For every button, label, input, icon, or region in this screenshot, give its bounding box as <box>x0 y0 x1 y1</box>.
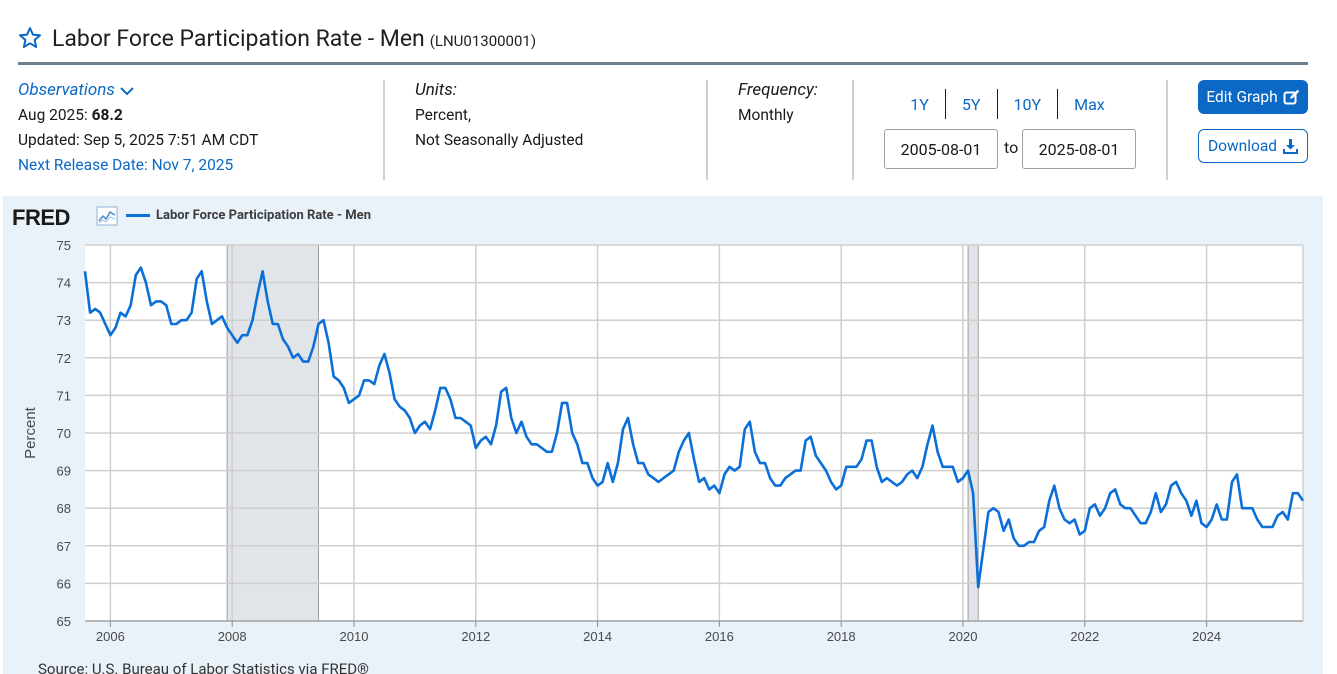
frequency-value: Monthly <box>738 106 794 124</box>
updated-text: Updated: Sep 5, 2025 7:51 AM CDT <box>18 131 259 149</box>
y-tick-label: 73 <box>57 313 71 328</box>
y-tick-label: 71 <box>57 388 71 403</box>
observations-label: Observations <box>18 80 115 100</box>
download-icon <box>1283 139 1298 154</box>
legend-label: Labor Force Participation Rate - Men <box>156 208 371 223</box>
x-tick-label: 2016 <box>705 629 734 644</box>
units-line1: Percent, <box>415 106 472 124</box>
chevron-down-icon <box>120 86 134 95</box>
frequency-label: Frequency: <box>738 80 818 100</box>
range-5y-button[interactable]: 5Y <box>961 94 981 114</box>
to-label: to <box>1004 138 1019 157</box>
source-text: Source: U.S. Bureau of Labor Statistics … <box>38 660 369 674</box>
range-buttons: 1Y 5Y 10Y Max <box>880 89 1135 119</box>
units-line2: Not Seasonally Adjusted <box>415 131 584 149</box>
column-divider <box>383 80 385 180</box>
x-tick-label: 2014 <box>583 629 612 644</box>
download-button[interactable]: Download <box>1198 129 1308 163</box>
range-divider <box>1057 89 1059 119</box>
y-tick-label: 75 <box>57 238 71 253</box>
y-tick-label: 69 <box>57 464 71 479</box>
latest-date: Aug 2025: <box>18 106 88 124</box>
column-divider <box>706 80 708 180</box>
y-tick-label: 67 <box>57 539 71 554</box>
column-divider <box>1166 80 1168 180</box>
x-tick-label: 2020 <box>949 629 978 644</box>
latest-observation: Aug 2025: 68.2 <box>18 103 258 128</box>
y-tick-label: 65 <box>57 614 71 629</box>
x-tick-label: 2012 <box>461 629 490 644</box>
y-tick-label: 66 <box>57 576 71 591</box>
edit-icon <box>1283 89 1299 104</box>
title-divider <box>18 62 1308 65</box>
units-panel: Units: Percent, Not Seasonally Adjusted <box>415 78 583 153</box>
range-10y-button[interactable]: 10Y <box>1013 94 1042 114</box>
next-release-link[interactable]: Next Release Date: Nov 7, 2025 <box>18 156 234 174</box>
start-date-input[interactable]: 2005-08-01 <box>884 129 998 169</box>
star-icon[interactable] <box>18 26 42 50</box>
series-id: (LNU01300001) <box>429 32 537 50</box>
x-tick-label: 2024 <box>1192 629 1221 644</box>
range-1y-button[interactable]: 1Y <box>910 94 929 114</box>
x-tick-label: 2008 <box>218 629 247 644</box>
y-tick-label: 72 <box>57 351 71 366</box>
legend-swatch <box>126 214 150 217</box>
series-line[interactable] <box>83 266 1305 589</box>
fred-logo[interactable]: FRED <box>12 205 70 231</box>
title-row: Labor Force Participation Rate - Men (LN… <box>18 22 536 52</box>
edit-graph-button[interactable]: Edit Graph <box>1198 80 1308 114</box>
fred-logo-text: FRED <box>12 205 70 230</box>
x-tick-label: 2022 <box>1070 629 1099 644</box>
range-divider <box>944 89 946 119</box>
end-date-input[interactable]: 2025-08-01 <box>1022 129 1136 169</box>
frequency-panel: Frequency: Monthly <box>738 78 818 128</box>
y-axis-label: Percent <box>22 406 39 459</box>
x-tick-label: 2018 <box>827 629 856 644</box>
y-tick-label: 74 <box>57 276 71 291</box>
units-label: Units: <box>415 80 457 100</box>
column-divider <box>852 80 854 180</box>
y-tick-label: 70 <box>57 426 71 441</box>
edit-graph-label: Edit Graph <box>1206 88 1278 106</box>
chart-legend: Labor Force Participation Rate - Men <box>126 208 371 223</box>
trend-icon <box>96 206 118 226</box>
latest-value: 68.2 <box>91 106 123 124</box>
observations-panel: Observations Aug 2025: 68.2 Updated: Sep… <box>18 78 258 178</box>
range-max-button[interactable]: Max <box>1074 94 1105 114</box>
x-tick-label: 2010 <box>340 629 369 644</box>
observations-dropdown[interactable]: Observations <box>18 78 258 103</box>
page-title: Labor Force Participation Rate - Men <box>52 25 425 52</box>
range-divider <box>996 89 998 119</box>
download-label: Download <box>1207 137 1277 155</box>
x-tick-label: 2006 <box>96 629 125 644</box>
y-tick-label: 68 <box>57 501 71 516</box>
